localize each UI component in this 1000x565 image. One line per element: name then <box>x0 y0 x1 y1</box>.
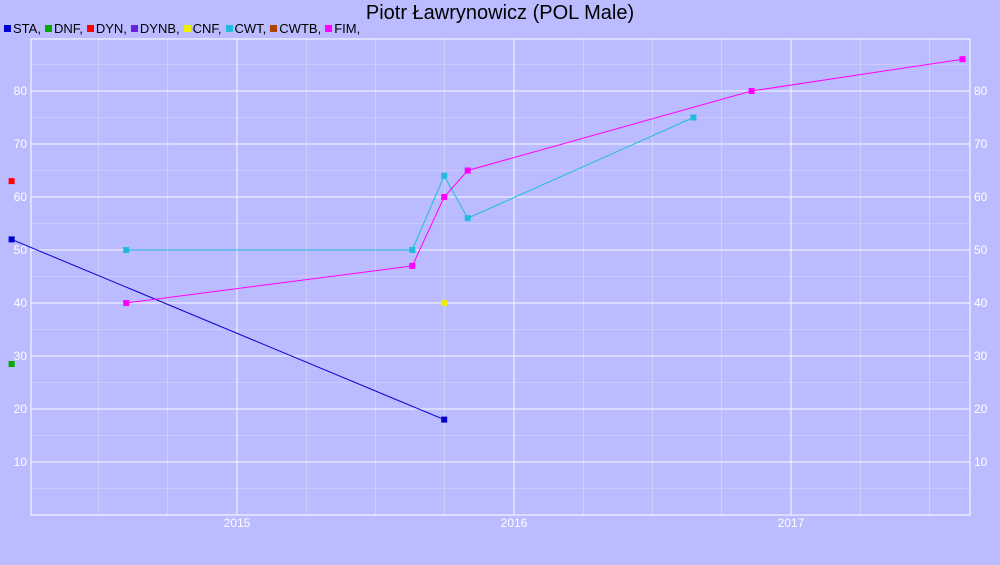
y-tick-label-right: 70 <box>974 137 988 151</box>
series-line-fim <box>126 58 963 304</box>
y-tick-label-right: 50 <box>974 243 988 257</box>
data-point-cwt <box>441 172 448 179</box>
y-tick-label-right: 40 <box>974 296 988 310</box>
data-point-cwt <box>409 247 416 253</box>
legend-item-cwt: CWT, <box>225 20 267 36</box>
data-point-cwt <box>690 114 697 121</box>
grid <box>31 39 970 515</box>
data-point-dyn <box>8 178 15 185</box>
y-tick-label-left: 70 <box>14 137 28 151</box>
legend-swatch <box>183 24 191 32</box>
data-point-fim <box>441 194 448 200</box>
data-point-fim <box>959 56 966 63</box>
legend-swatch <box>4 24 11 32</box>
legend-label: STA, <box>13 20 41 36</box>
y-tick-label-left: 40 <box>14 296 28 310</box>
data-point-cwt <box>123 247 130 253</box>
data-point-sta <box>441 416 448 423</box>
legend-swatch <box>44 24 52 32</box>
legend-swatch <box>270 24 278 32</box>
y-tick-label-right: 80 <box>974 84 988 98</box>
chart-title: Piotr Ławrynowicz (POL Male) <box>365 2 635 24</box>
legend-item-dnf: DNF, <box>44 20 83 36</box>
legend-swatch <box>130 24 138 32</box>
legend-label: DYNB, <box>139 20 180 36</box>
x-tick-label: 2017 <box>778 516 805 530</box>
legend-label: CWT, <box>234 20 267 36</box>
legend-item-dynb: DYNB, <box>130 20 180 36</box>
legend-swatch <box>225 24 233 32</box>
y-tick-label-right: 30 <box>974 349 988 363</box>
x-tick-label: 2016 <box>501 516 528 530</box>
y-tick-label-left: 10 <box>14 455 28 469</box>
legend-label: FIM, <box>334 20 361 36</box>
legend-item-sta: STA, <box>4 21 41 36</box>
data-point-dnf <box>8 361 15 367</box>
legend-item-fim: FIM, <box>325 21 360 36</box>
data-point-cnf <box>441 300 448 306</box>
plot-area <box>30 38 971 516</box>
data-point-fim <box>748 88 755 94</box>
y-tick-label-right: 60 <box>974 190 988 204</box>
data-point-fim <box>409 262 416 269</box>
y-tick-label-left: 80 <box>14 84 28 98</box>
data-point-fim <box>123 300 130 306</box>
legend-swatch <box>86 24 94 32</box>
y-tick-label-right: 20 <box>974 402 988 416</box>
legend-item-cwtb: CWTB, <box>270 21 321 36</box>
legend-label: CWTB, <box>279 20 322 36</box>
legend-item-dyn: DYN, <box>86 20 127 36</box>
legend-item-cnf: CNF, <box>183 20 222 36</box>
legend: STA, DNF, DYN, DYNB, CNF, CWT, CWTB, FIM, <box>4 20 364 36</box>
axis-labels: 10 10 20 20 30 30 40 40 50 50 60 60 70 70 80 80 2015 2016… <box>14 84 988 530</box>
series-layer <box>8 56 966 423</box>
legend-swatch <box>325 24 333 32</box>
y-tick-label-right: 10 <box>974 455 988 469</box>
y-tick-label-left: 20 <box>14 402 28 416</box>
data-point-cwt <box>464 215 471 222</box>
y-tick-label-left: 50 <box>14 243 28 257</box>
legend-label: DYN, <box>95 20 127 36</box>
data-point-fim <box>464 167 471 174</box>
y-tick-label-left: 60 <box>14 190 28 204</box>
legend-label: CNF, <box>192 20 222 36</box>
y-tick-label-left: 30 <box>14 349 28 363</box>
data-point-sta <box>8 236 15 243</box>
series-line-sta <box>11 238 445 421</box>
x-tick-label: 2015 <box>224 516 251 530</box>
legend-label: DNF, <box>53 20 83 36</box>
